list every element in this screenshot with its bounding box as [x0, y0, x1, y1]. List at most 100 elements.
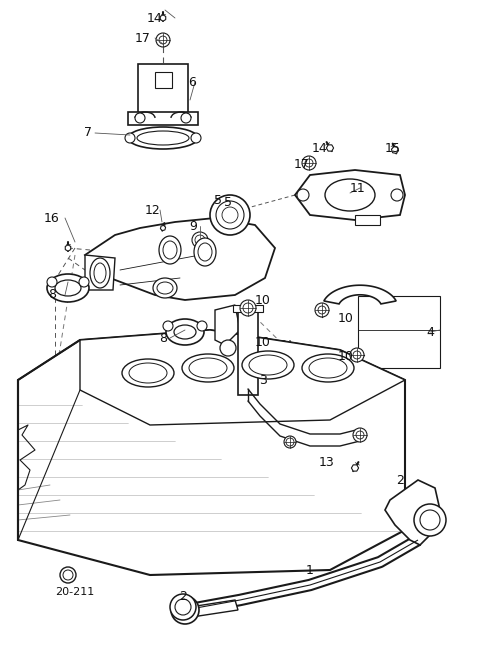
Ellipse shape [94, 263, 106, 283]
Text: 15: 15 [385, 141, 401, 154]
Ellipse shape [325, 179, 375, 211]
Circle shape [353, 351, 361, 359]
Ellipse shape [302, 354, 354, 382]
Circle shape [159, 36, 167, 44]
Text: 4: 4 [426, 326, 434, 339]
Text: 10: 10 [255, 336, 271, 349]
Ellipse shape [159, 236, 181, 264]
Polygon shape [238, 310, 258, 395]
Bar [155, 72, 172, 88]
Ellipse shape [157, 282, 173, 294]
Ellipse shape [153, 278, 177, 298]
Ellipse shape [55, 280, 81, 296]
Circle shape [163, 321, 173, 331]
Circle shape [315, 303, 329, 317]
Circle shape [175, 599, 191, 615]
Ellipse shape [198, 243, 212, 261]
Text: 14: 14 [312, 141, 328, 154]
Text: 2: 2 [179, 591, 187, 604]
Ellipse shape [242, 351, 294, 379]
Circle shape [243, 303, 253, 313]
Polygon shape [160, 226, 166, 231]
Circle shape [60, 567, 76, 583]
Circle shape [79, 277, 89, 287]
Ellipse shape [137, 131, 189, 145]
Polygon shape [326, 145, 334, 151]
Circle shape [414, 504, 446, 536]
Ellipse shape [90, 258, 110, 288]
Polygon shape [324, 285, 396, 304]
Text: 13: 13 [319, 455, 335, 468]
Text: 8: 8 [48, 288, 56, 301]
Ellipse shape [166, 319, 204, 345]
Circle shape [195, 235, 205, 245]
Circle shape [356, 431, 364, 439]
Ellipse shape [189, 358, 227, 378]
Circle shape [350, 348, 364, 362]
Text: 10: 10 [338, 349, 354, 362]
Ellipse shape [182, 354, 234, 382]
Text: 11: 11 [350, 182, 366, 194]
Text: 10: 10 [255, 294, 271, 307]
Ellipse shape [129, 363, 167, 383]
Circle shape [220, 340, 236, 356]
Circle shape [181, 113, 191, 123]
Polygon shape [355, 215, 380, 225]
Polygon shape [18, 330, 405, 575]
Bar [358, 296, 440, 368]
Ellipse shape [174, 325, 196, 339]
Text: 16: 16 [44, 211, 60, 224]
Ellipse shape [309, 358, 347, 378]
Circle shape [171, 596, 199, 624]
Text: 8: 8 [159, 332, 167, 345]
Circle shape [191, 133, 201, 143]
Ellipse shape [47, 274, 89, 302]
Text: 10: 10 [338, 311, 354, 324]
Circle shape [135, 113, 145, 123]
Circle shape [156, 33, 170, 47]
Text: 5: 5 [214, 194, 222, 207]
Polygon shape [215, 305, 240, 345]
Circle shape [420, 510, 440, 530]
Text: 12: 12 [145, 203, 161, 216]
Circle shape [353, 428, 367, 442]
Circle shape [192, 232, 208, 248]
Polygon shape [392, 146, 398, 154]
Polygon shape [351, 465, 359, 471]
Circle shape [170, 594, 196, 620]
Polygon shape [128, 112, 198, 125]
Text: 6: 6 [188, 75, 196, 88]
Text: 17: 17 [294, 158, 310, 171]
Circle shape [305, 159, 313, 167]
Text: 20-211: 20-211 [55, 587, 95, 597]
Polygon shape [190, 600, 238, 617]
Circle shape [47, 277, 57, 287]
Text: 1: 1 [306, 564, 314, 576]
Circle shape [197, 321, 207, 331]
Polygon shape [85, 255, 115, 290]
Polygon shape [233, 305, 263, 312]
Text: 5: 5 [224, 196, 232, 209]
Text: 17: 17 [135, 31, 151, 44]
Circle shape [240, 300, 256, 316]
Circle shape [222, 207, 238, 223]
Circle shape [302, 156, 316, 170]
Text: 7: 7 [84, 126, 92, 139]
Circle shape [125, 133, 135, 143]
Text: 14: 14 [147, 12, 163, 24]
Ellipse shape [128, 127, 198, 149]
Circle shape [297, 189, 309, 201]
Ellipse shape [194, 238, 216, 266]
Polygon shape [85, 218, 275, 300]
Circle shape [284, 436, 296, 448]
Polygon shape [160, 15, 166, 21]
Ellipse shape [163, 241, 177, 259]
Text: 9: 9 [189, 220, 197, 233]
Polygon shape [138, 64, 188, 115]
Circle shape [210, 195, 250, 235]
Polygon shape [295, 170, 405, 220]
Circle shape [318, 306, 326, 314]
Circle shape [216, 201, 244, 229]
Polygon shape [80, 330, 405, 425]
Circle shape [391, 189, 403, 201]
